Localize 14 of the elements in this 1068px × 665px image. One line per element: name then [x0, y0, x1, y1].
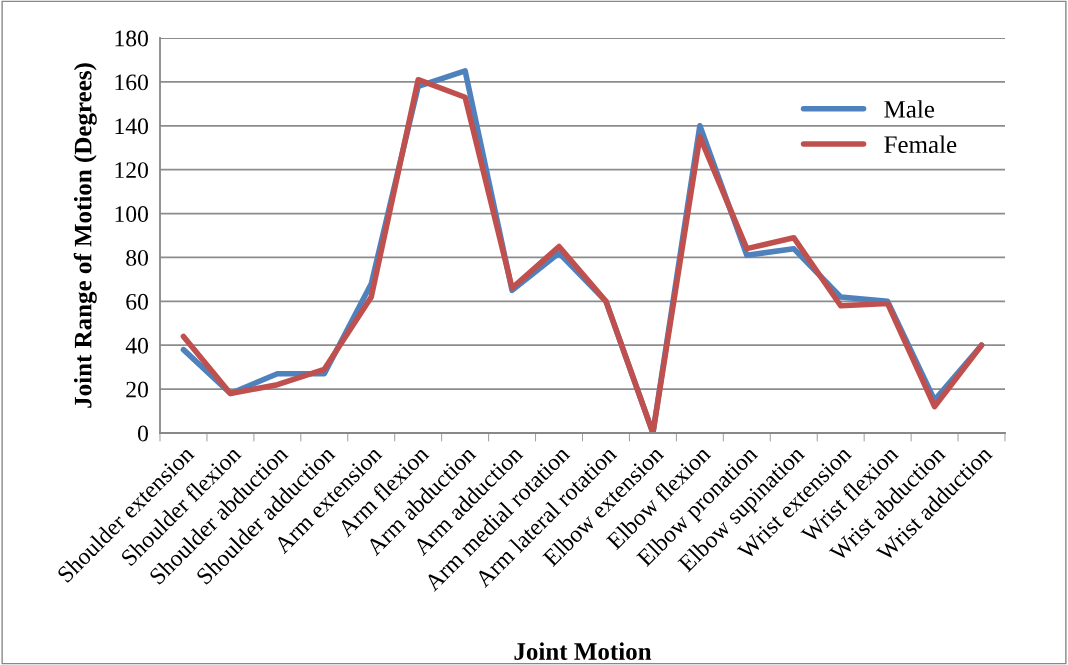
y-tick-label: 140: [115, 118, 148, 135]
legend-label: Female: [884, 135, 957, 154]
y-tick-label: 40: [125, 337, 148, 354]
y-tick-label: 0: [137, 425, 148, 442]
y-axis-title: Joint Range of Motion (Degrees): [73, 63, 97, 408]
y-tick-label: 80: [126, 249, 148, 266]
y-tick-label: 120: [115, 162, 148, 179]
y-tick-label: 20: [126, 381, 148, 398]
y-tick-label: 60: [126, 293, 148, 310]
y-tick-label: 180: [115, 30, 148, 47]
y-tick-label: 100: [115, 206, 148, 222]
y-tick-label: 160: [115, 74, 148, 91]
legend-label: Male: [884, 100, 935, 118]
x-axis-title: Joint Motion: [514, 642, 652, 660]
